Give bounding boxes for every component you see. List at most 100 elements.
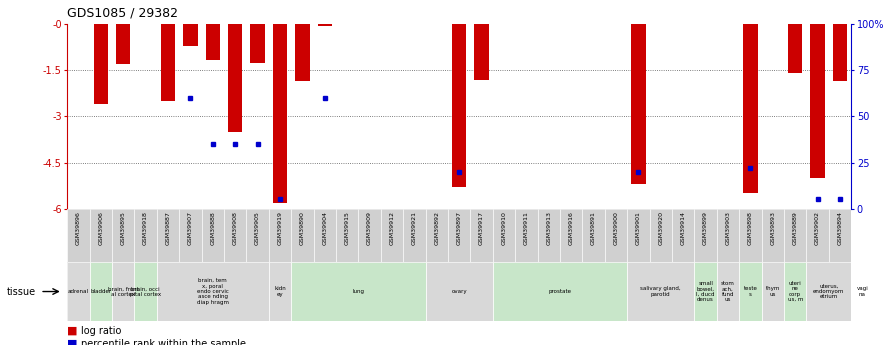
FancyBboxPatch shape: [291, 209, 314, 262]
FancyBboxPatch shape: [582, 209, 605, 262]
Text: GSM39895: GSM39895: [121, 211, 125, 245]
FancyBboxPatch shape: [224, 209, 246, 262]
Text: GSM39899: GSM39899: [703, 211, 708, 245]
Text: GSM39900: GSM39900: [614, 211, 618, 245]
Text: teste
s: teste s: [744, 286, 757, 297]
FancyBboxPatch shape: [851, 262, 874, 321]
Bar: [743, 24, 758, 193]
Text: lung: lung: [352, 289, 365, 294]
Bar: [295, 24, 310, 81]
FancyBboxPatch shape: [314, 209, 336, 262]
Text: GSM39909: GSM39909: [367, 211, 372, 245]
Text: GDS1085 / 29382: GDS1085 / 29382: [67, 7, 178, 20]
Text: GSM39920: GSM39920: [659, 211, 663, 245]
Text: GSM39903: GSM39903: [726, 211, 730, 245]
FancyBboxPatch shape: [694, 262, 717, 321]
FancyBboxPatch shape: [717, 209, 739, 262]
FancyBboxPatch shape: [739, 209, 762, 262]
Text: GSM39908: GSM39908: [233, 211, 237, 245]
FancyBboxPatch shape: [403, 209, 426, 262]
Text: GSM39904: GSM39904: [323, 211, 327, 245]
Bar: [788, 24, 803, 73]
Text: GSM39893: GSM39893: [771, 211, 775, 245]
Text: GSM39896: GSM39896: [76, 211, 81, 245]
Text: adrenal: adrenal: [68, 289, 89, 294]
FancyBboxPatch shape: [806, 209, 829, 262]
Text: GSM39916: GSM39916: [569, 211, 573, 245]
Text: GSM39921: GSM39921: [412, 211, 417, 245]
Text: GSM39894: GSM39894: [838, 211, 842, 245]
FancyBboxPatch shape: [605, 209, 627, 262]
Text: GSM39888: GSM39888: [211, 211, 215, 245]
FancyBboxPatch shape: [806, 262, 851, 321]
FancyBboxPatch shape: [426, 262, 493, 321]
FancyBboxPatch shape: [493, 262, 627, 321]
FancyBboxPatch shape: [269, 209, 291, 262]
Text: prostate: prostate: [548, 289, 572, 294]
Text: brain, occi
pital cortex: brain, occi pital cortex: [130, 286, 161, 297]
FancyBboxPatch shape: [627, 262, 694, 321]
Bar: [205, 24, 220, 60]
FancyBboxPatch shape: [762, 262, 784, 321]
Bar: [272, 24, 288, 203]
Text: GSM39917: GSM39917: [479, 211, 484, 245]
FancyBboxPatch shape: [90, 262, 112, 321]
Text: uterus,
endomyom
etrium: uterus, endomyom etrium: [813, 284, 845, 299]
Text: GSM39889: GSM39889: [793, 211, 797, 245]
Bar: [183, 24, 198, 46]
Bar: [631, 24, 646, 184]
Text: GSM39891: GSM39891: [591, 211, 596, 245]
FancyBboxPatch shape: [515, 209, 538, 262]
Text: small
bowel,
l, ducd
denus: small bowel, l, ducd denus: [696, 281, 715, 302]
Text: GSM39901: GSM39901: [636, 211, 641, 245]
Text: GSM39887: GSM39887: [166, 211, 170, 245]
Text: GSM39902: GSM39902: [815, 211, 820, 245]
FancyBboxPatch shape: [739, 262, 762, 321]
Bar: [810, 24, 825, 178]
Bar: [832, 24, 848, 81]
FancyBboxPatch shape: [448, 209, 470, 262]
Text: GSM39918: GSM39918: [143, 211, 148, 245]
FancyBboxPatch shape: [336, 209, 358, 262]
Text: GSM39890: GSM39890: [300, 211, 305, 245]
FancyBboxPatch shape: [112, 209, 134, 262]
Text: ■: ■: [67, 326, 78, 336]
Text: GSM39892: GSM39892: [435, 211, 439, 245]
FancyBboxPatch shape: [650, 209, 672, 262]
Bar: [317, 24, 332, 26]
Text: GSM39919: GSM39919: [278, 211, 282, 245]
FancyBboxPatch shape: [179, 209, 202, 262]
Bar: [160, 24, 176, 101]
FancyBboxPatch shape: [157, 209, 179, 262]
FancyBboxPatch shape: [112, 262, 134, 321]
FancyBboxPatch shape: [157, 262, 269, 321]
FancyBboxPatch shape: [784, 262, 806, 321]
Bar: [93, 24, 108, 104]
Bar: [474, 24, 489, 79]
FancyBboxPatch shape: [426, 209, 448, 262]
FancyBboxPatch shape: [470, 209, 493, 262]
FancyBboxPatch shape: [202, 209, 224, 262]
FancyBboxPatch shape: [560, 209, 582, 262]
Bar: [250, 24, 265, 62]
Bar: [228, 24, 243, 132]
FancyBboxPatch shape: [672, 209, 694, 262]
Text: ovary: ovary: [452, 289, 467, 294]
FancyBboxPatch shape: [381, 209, 403, 262]
FancyBboxPatch shape: [291, 262, 426, 321]
Text: bladder: bladder: [90, 289, 111, 294]
FancyBboxPatch shape: [269, 262, 291, 321]
Text: GSM39905: GSM39905: [255, 211, 260, 245]
Text: vagi
na: vagi na: [857, 286, 868, 297]
Text: GSM39898: GSM39898: [748, 211, 753, 245]
FancyBboxPatch shape: [134, 262, 157, 321]
Text: GSM39914: GSM39914: [681, 211, 685, 245]
Bar: [452, 24, 467, 187]
Text: percentile rank within the sample: percentile rank within the sample: [81, 339, 246, 345]
FancyBboxPatch shape: [358, 209, 381, 262]
FancyBboxPatch shape: [493, 209, 515, 262]
FancyBboxPatch shape: [246, 209, 269, 262]
FancyBboxPatch shape: [627, 209, 650, 262]
Text: kidn
ey: kidn ey: [274, 286, 286, 297]
Text: GSM39906: GSM39906: [99, 211, 103, 245]
